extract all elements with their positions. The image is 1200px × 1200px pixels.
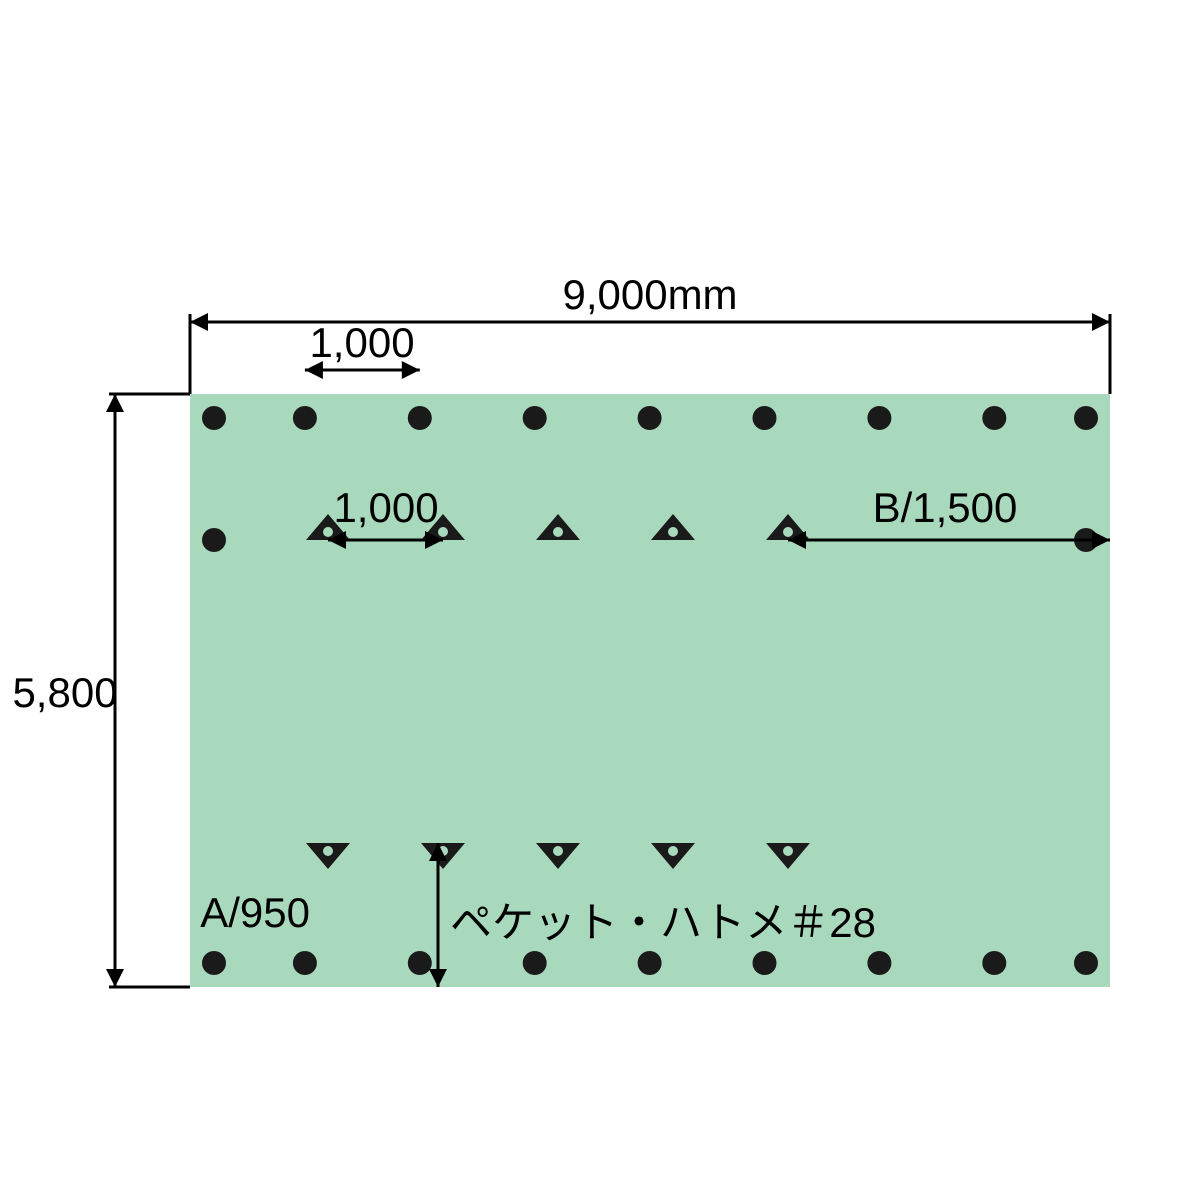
- diagram-svg: [0, 0, 1200, 1200]
- dim-top-total-label: 9,000mm: [562, 271, 737, 319]
- dim-left-total-label: 5,800: [12, 669, 117, 717]
- diagram-stage: 9,000mm 1,000 1,000 B/1,500 5,800 A/950 …: [0, 0, 1200, 1200]
- dim-b-gap-label: B/1,500: [873, 484, 1018, 532]
- dim-tri-pitch-label: 1,000: [333, 484, 438, 532]
- dim-a-gap-label: A/950: [200, 889, 310, 937]
- dim-top-pitch-label: 1,000: [309, 319, 414, 367]
- note-label: ペケット・ハトメ＃28: [450, 889, 876, 950]
